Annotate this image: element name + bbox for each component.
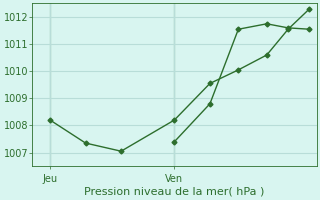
X-axis label: Pression niveau de la mer( hPa ): Pression niveau de la mer( hPa ) [84, 187, 265, 197]
